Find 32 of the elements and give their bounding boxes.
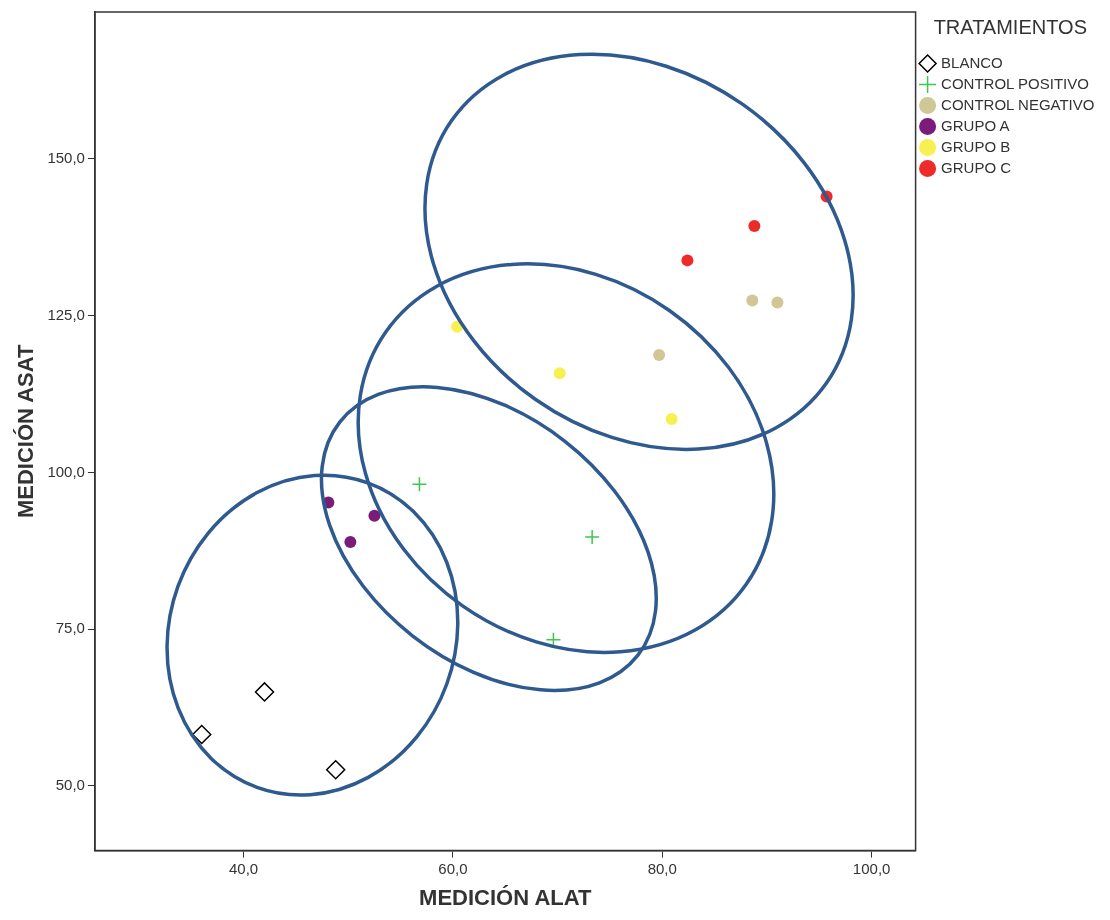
y-tick-label: 125,0 (47, 305, 85, 323)
x-tick-label: 100,0 (852, 859, 891, 877)
y-tick-label: 75,0 (55, 619, 85, 637)
legend-label: BLANCO (941, 53, 1003, 71)
point (553, 367, 566, 380)
point (653, 349, 666, 362)
legend-label: GRUPO B (941, 137, 1011, 155)
point (325, 759, 346, 780)
point (748, 219, 761, 232)
point (254, 682, 275, 702)
x-tick-label: 60,0 (438, 859, 468, 877)
point (344, 536, 357, 549)
point (191, 724, 212, 745)
point (368, 509, 381, 522)
point (771, 296, 784, 309)
y-tick-label: 100,0 (47, 462, 85, 480)
legend-label: CONTROL POSITIVO (941, 74, 1089, 92)
legend-label: CONTROL NEGATIVO (941, 95, 1095, 113)
legend-label: GRUPO A (941, 116, 1010, 134)
point (584, 529, 600, 545)
x-tick-label: 80,0 (647, 859, 677, 877)
point (681, 254, 694, 267)
x-axis-title: MEDICIÓN ALAT (419, 884, 592, 910)
point (746, 294, 759, 307)
y-axis-title: MEDICIÓN ASAT (13, 343, 39, 519)
point (411, 476, 428, 493)
point (665, 413, 678, 426)
y-tick-label: 50,0 (55, 776, 85, 794)
y-tick-label: 150,0 (47, 148, 85, 166)
x-tick-label: 40,0 (228, 859, 259, 877)
legend-label: GRUPO C (941, 158, 1012, 176)
legend-title: TRATAMIENTOS (933, 15, 1087, 38)
